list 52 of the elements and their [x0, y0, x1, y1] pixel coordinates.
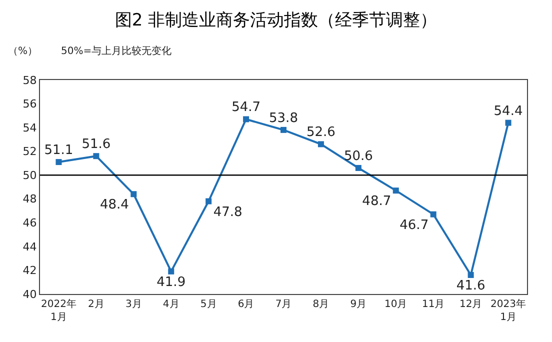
y-tick-label: 58 [22, 74, 37, 87]
text: （%） [8, 46, 38, 57]
point [56, 159, 62, 166]
x-tick-label: 10月 [384, 299, 408, 310]
data-label: 52.6 [306, 125, 336, 140]
data-label: 50.6 [344, 148, 373, 164]
x-tick-label: 12月 [459, 299, 482, 310]
x-tick-label: 4月 [162, 299, 180, 310]
point [505, 120, 512, 126]
x-tick-label: 8月 [312, 299, 330, 310]
point [280, 126, 286, 133]
x-tick-label: 6月 [238, 299, 254, 310]
x-tick-label: 3月 [125, 299, 142, 310]
chart-title: 图2 非制造业商务活动指数（经季节调整） [114, 10, 438, 31]
point [392, 188, 399, 194]
x-tick-label: 2022年 1月 [41, 298, 76, 323]
x-tick-label: 11月 [422, 299, 445, 310]
y-tick-label: 44 [22, 240, 37, 254]
y-tick-label: 52 [22, 145, 37, 158]
y-tick-label: 48 [22, 192, 37, 206]
y-tick-label: 42 [22, 264, 37, 278]
data-label: 46.7 [400, 218, 429, 233]
data-label: 54.4 [494, 104, 523, 119]
x-tick-label: 5月 [200, 299, 217, 310]
point [318, 141, 324, 148]
x-tick-label: 7月 [275, 299, 292, 310]
y-tick-label: 46 [22, 216, 37, 230]
data-label: 41.9 [156, 274, 186, 290]
data-label: 53.8 [269, 110, 298, 126]
point [430, 211, 436, 218]
data-label: 54.7 [232, 100, 261, 116]
data-label: 48.4 [100, 198, 129, 213]
point [468, 272, 474, 278]
point [130, 191, 137, 198]
y-tick-label: 40 [22, 288, 37, 301]
x-tick-label: 2023年 1月 [490, 298, 526, 323]
text: 50%=与上月比较无变化 [61, 45, 172, 57]
data-label: 51.1 [44, 143, 74, 158]
data-label: 47.8 [213, 204, 242, 220]
x-tick-label: 9月 [350, 299, 367, 310]
point [168, 268, 174, 274]
point [355, 164, 362, 171]
x-tick-label: 2月 [88, 299, 104, 310]
point [206, 198, 212, 204]
data-label: 51.6 [82, 137, 111, 152]
y-tick-label: 54 [22, 121, 37, 134]
point [93, 153, 100, 160]
y-tick-label: 56 [22, 98, 37, 111]
point [243, 116, 250, 122]
y-tick-label: 50 [22, 168, 37, 182]
data-label: 48.7 [362, 194, 392, 210]
data-label: 41.6 [456, 278, 486, 294]
